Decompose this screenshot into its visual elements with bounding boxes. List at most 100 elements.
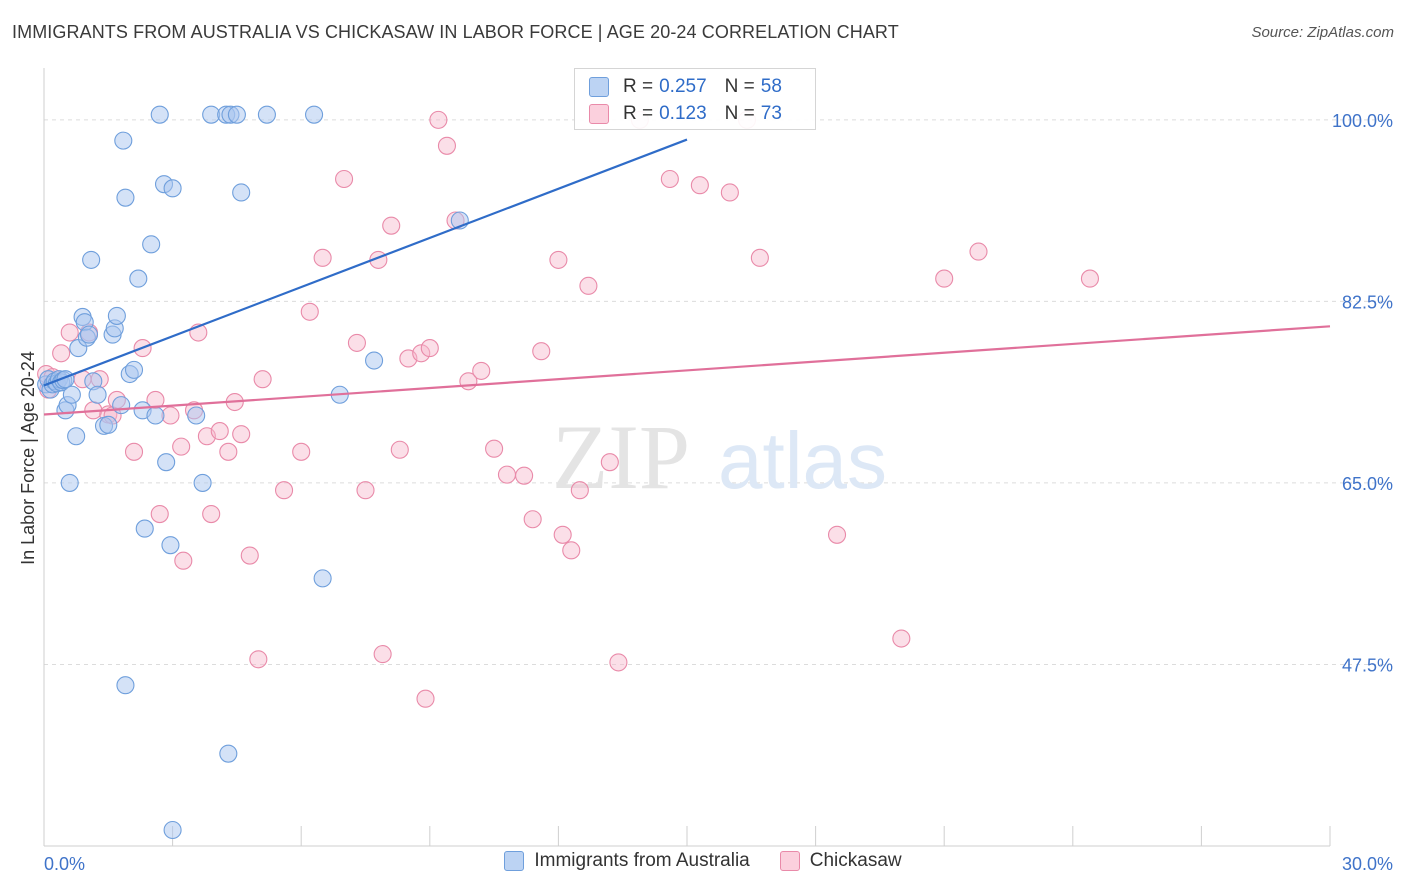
chickasaw-point [412,344,431,363]
chickasaw-point [437,136,456,155]
stats-r-label: R = [623,103,654,124]
chickasaw-point [690,176,709,195]
chickasaw-point [579,276,598,295]
y-tick-label: 100.0% [1332,111,1393,131]
chart-title: IMMIGRANTS FROM AUSTRALIA VS CHICKASAW I… [12,22,899,42]
chickasaw-point [827,525,847,544]
chickasaw-point [373,645,392,664]
australia-points [37,105,469,840]
chickasaw-point [356,481,375,500]
australia-point [219,744,238,763]
chickasaw-point [660,169,679,189]
stats-r-value-chickasaw: 0.123 [659,103,707,124]
x-tick-label: 0.0% [44,854,85,874]
australia-point [112,396,131,415]
legend-label-australia: Immigrants from Australia [534,850,750,871]
australia-point [305,105,324,124]
chickasaw-point [532,342,551,361]
australia-point [150,105,169,124]
chickasaw-point [570,481,589,500]
chickasaw-point [347,333,366,352]
chickasaw-point [60,323,79,342]
australia-point [60,473,79,492]
australia-point [79,325,99,344]
legend-swatch-australia [504,851,525,871]
australia-point [116,188,135,207]
australia-point [88,385,107,404]
chickasaw-point [249,650,268,669]
chickasaw-point [382,216,401,235]
australia-point [67,427,86,446]
stats-r-value-australia: 0.257 [659,76,707,97]
legend-label-chickasaw: Chickasaw [809,850,902,871]
australia-point [161,536,180,555]
chickasaw-point [497,465,517,484]
chickasaw-point [562,541,581,560]
chickasaw-point [390,440,409,459]
chickasaw-point [313,248,332,267]
stats-swatch-chickasaw [589,104,609,124]
chickasaw-point [472,361,491,380]
chickasaw-point [429,110,448,129]
chickasaw-point [523,510,542,529]
chickasaw-point [202,505,221,524]
chickasaw-point [232,425,251,444]
chickasaw-point [275,481,294,500]
stats-row-australia: R = 0.257 N = 58 [589,75,782,99]
stats-n-label: N = [724,76,755,97]
chickasaw-point [609,653,628,672]
y-tick-label: 82.5% [1342,292,1393,312]
chickasaw-point [300,302,319,321]
chickasaw-point [549,250,568,269]
legend-swatch-chickasaw [779,851,800,871]
australia-point [116,676,135,695]
stats-n-value-chickasaw: 73 [760,103,782,124]
stats-legend: R = 0.257 N = 58 R = 0.123 N = 73 [574,68,816,130]
chickasaw-point [210,422,229,441]
australia-point [227,105,246,124]
australia-point [257,105,276,124]
chickasaw-point [515,466,534,485]
chickasaw-trend-line [43,325,1331,416]
legend-item-australia[interactable]: Immigrants from Australia [504,850,750,872]
australia-point [202,105,221,124]
australia-point [114,131,133,150]
australia-point [163,179,182,198]
australia-point [129,269,148,288]
chickasaw-point [720,183,739,202]
australia-point [187,406,206,425]
trend-lines [43,138,1331,416]
chickasaw-point [1080,269,1099,288]
chickasaw-point [553,525,572,544]
grid-lines [44,119,1392,665]
chickasaw-point [485,439,504,458]
australia-point [142,235,161,254]
stats-row-chickasaw: R = 0.123 N = 73 [589,102,782,126]
chickasaw-point [52,344,71,363]
australia-point [157,453,176,472]
legend-item-chickasaw[interactable]: Chickasaw [779,850,902,872]
chickasaw-point [600,453,619,472]
y-tick-label: 65.0% [1342,474,1393,494]
chickasaw-point [892,629,911,648]
watermark-atlas: atlas [718,416,887,505]
stats-n-value-australia: 58 [760,76,782,97]
chickasaw-point [150,505,169,524]
australia-point [232,183,251,202]
source-credit: Source: ZipAtlas.com [1251,24,1394,41]
stats-swatch-australia [589,77,609,97]
stats-r-label: R = [623,76,654,97]
chickasaw-point [969,242,988,261]
chickasaw-point [174,551,193,570]
chickasaw-point [292,442,311,461]
chickasaw-point [935,269,954,288]
australia-point [62,385,81,404]
australia-point [107,306,126,325]
tick-labels: 47.5% 65.0% 82.5% 100.0% 0.0% 30.0% [44,111,1393,874]
chickasaw-point [335,169,354,189]
australia-point [124,360,144,379]
chickasaw-point [420,339,439,358]
australia-point [365,351,384,370]
chickasaw-point [240,546,259,565]
